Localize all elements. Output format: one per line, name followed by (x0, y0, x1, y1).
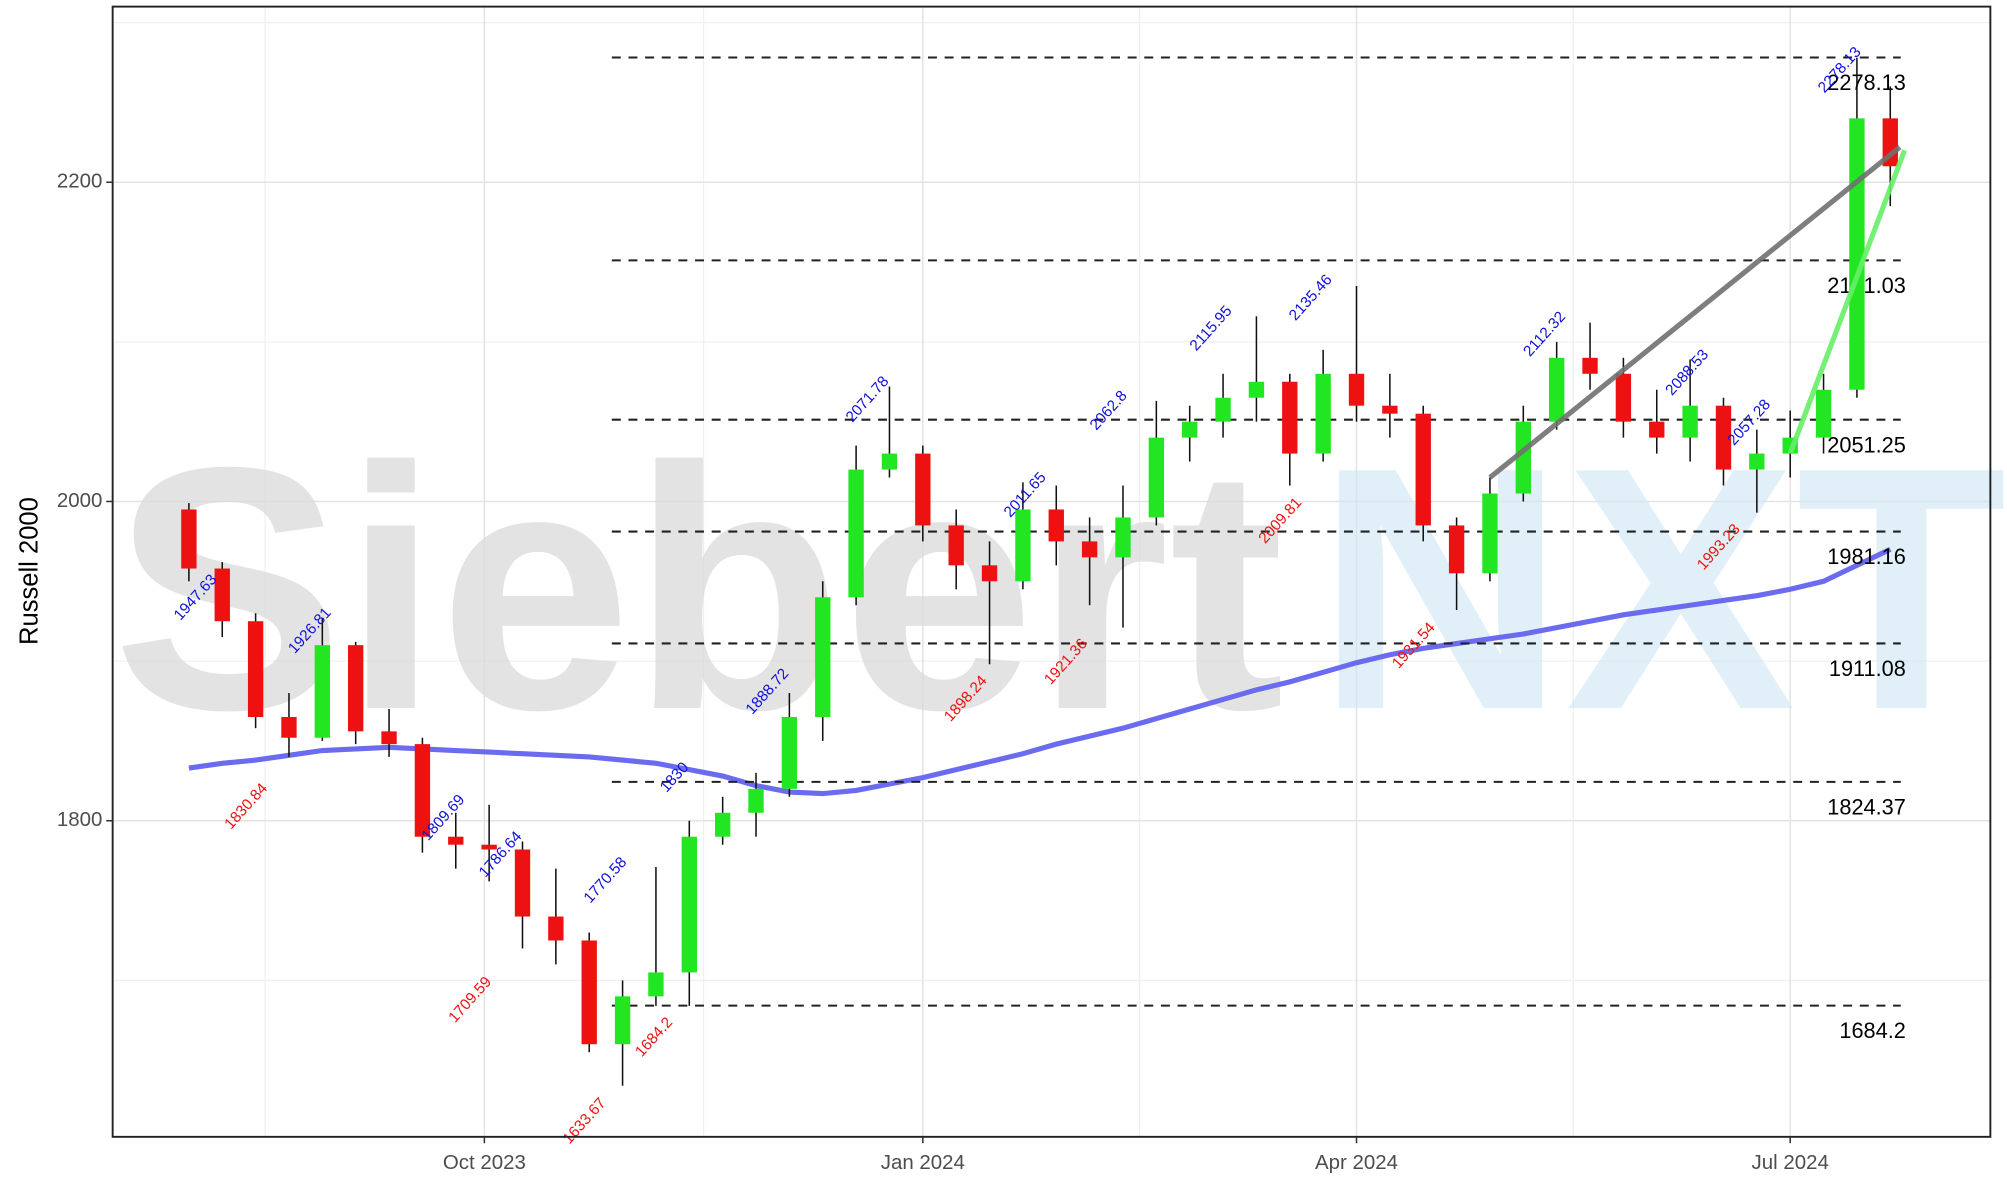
candle-body (614, 996, 631, 1045)
watermark: NXT (1316, 396, 2007, 782)
candle-body (1415, 413, 1431, 526)
candle-body (1115, 517, 1131, 558)
candle-body (815, 597, 831, 717)
x-tick-label: Oct 2023 (443, 1151, 526, 1174)
level-label: 2151.03 (1827, 273, 1906, 298)
candle-body (915, 453, 931, 526)
candle-body (1248, 381, 1265, 398)
x-tick-label: Apr 2024 (1315, 1151, 1398, 1174)
candle-body (1048, 509, 1064, 542)
candle-body (581, 940, 597, 1045)
candle-body (1282, 381, 1298, 454)
candle-body (981, 565, 998, 582)
candle-body (1548, 357, 1565, 422)
candle-body (1482, 493, 1498, 574)
candle-body (381, 731, 397, 745)
candle-body (281, 716, 297, 738)
candle-body (848, 469, 864, 598)
candle-body (1849, 118, 1865, 390)
candle-body (1315, 373, 1331, 454)
level-label: 2278.13 (1827, 70, 1906, 95)
level-label: 2051.25 (1827, 432, 1906, 457)
y-tick-label: 2200 (57, 170, 103, 193)
level-label: 1684.2 (1839, 1018, 1906, 1043)
candle-body (1182, 421, 1198, 438)
trend-line (1787, 149, 1907, 455)
y-tick-label: 1800 (57, 808, 103, 831)
moving-average (188, 547, 1892, 797)
y-axis-label: Russell 2000 (15, 497, 43, 645)
candle-body (1715, 405, 1732, 470)
candle-body (1749, 453, 1765, 470)
candle-body (1448, 525, 1465, 574)
x-tick-label: Jan 2024 (881, 1151, 965, 1174)
candle-body (1815, 389, 1832, 438)
candle-body (714, 812, 731, 837)
candle-body (181, 509, 197, 569)
candle-body (1582, 357, 1598, 374)
candle-body (1615, 373, 1632, 422)
candle-body (214, 568, 230, 622)
candle-body (1148, 437, 1165, 518)
candle-body (881, 453, 898, 470)
plot-frame (111, 5, 1992, 1138)
candle-body (1515, 421, 1531, 494)
candle-body (314, 645, 331, 738)
candle-body (948, 525, 964, 566)
level-label: 1981.16 (1827, 544, 1906, 569)
candle-body (1382, 405, 1398, 414)
candle-body (648, 972, 664, 997)
candle-body (481, 844, 497, 850)
level-label: 1824.37 (1827, 794, 1906, 819)
candle-body (681, 836, 697, 973)
candle-body (1682, 405, 1698, 438)
candle-body (781, 716, 798, 789)
candle-body (1649, 421, 1665, 438)
candle-body (448, 836, 464, 845)
candle-body (748, 788, 764, 813)
candle-body (514, 849, 531, 917)
candle-body (1015, 509, 1031, 582)
candle-body (548, 916, 564, 941)
x-tick-label: Jul 2024 (1752, 1151, 1829, 1174)
trend-line (1488, 145, 1902, 480)
candle-body (247, 621, 264, 717)
candle-body (1081, 541, 1098, 558)
level-label: 1911.08 (1829, 656, 1906, 681)
y-tick-label: 2000 (57, 489, 103, 512)
candle-body (1215, 397, 1231, 422)
candle-body (348, 645, 364, 732)
candle-body (1348, 373, 1365, 406)
candle-body (414, 744, 431, 837)
